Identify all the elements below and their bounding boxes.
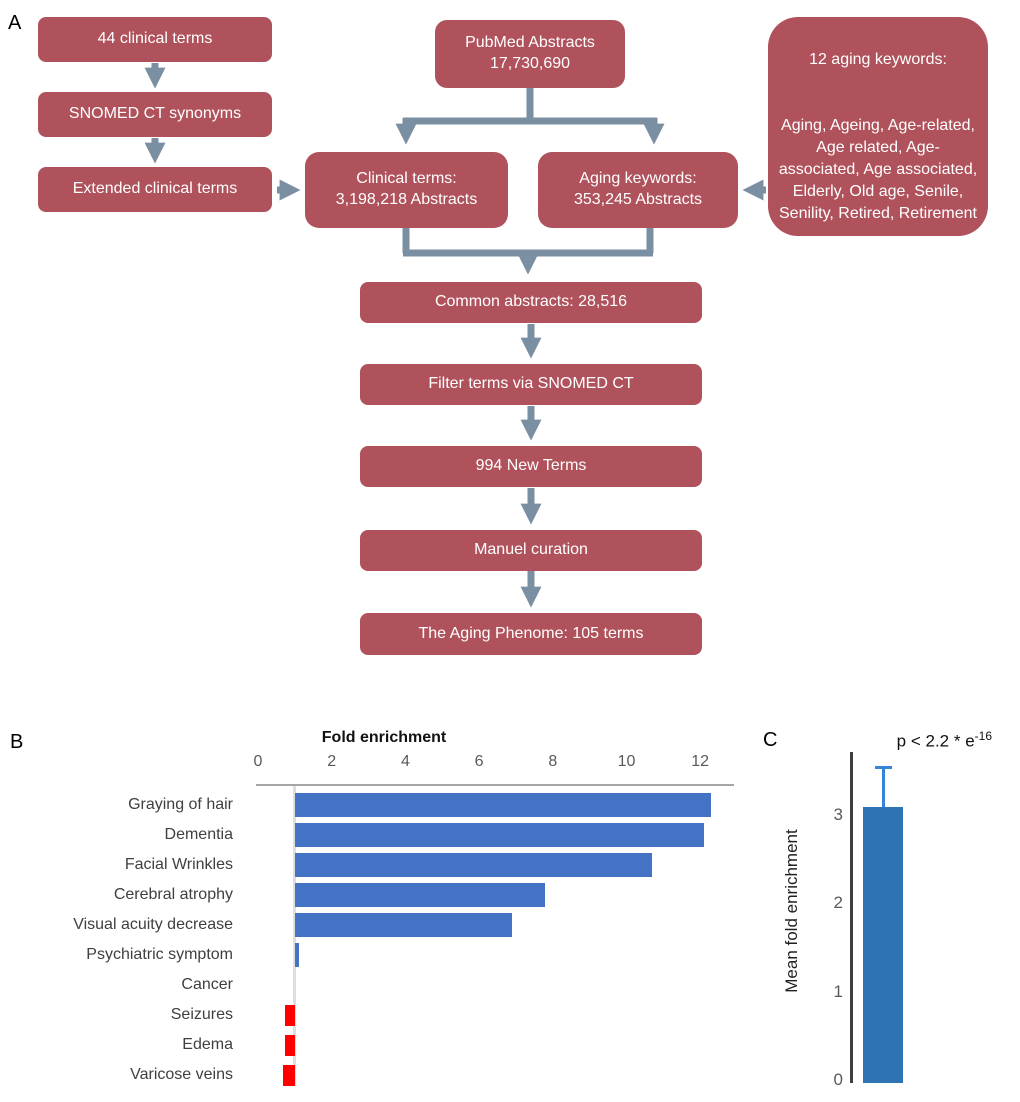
bar-psychiatric-symptom <box>294 943 299 967</box>
y-axis-title: Mean fold enrichment <box>782 829 801 993</box>
flow-box-44-clinical-terms: 44 clinical terms <box>38 17 272 62</box>
x-tick-label: 8 <box>548 753 558 770</box>
panel-b-label: B <box>10 731 24 753</box>
y-tick-label: 2 <box>833 893 843 912</box>
x-tick-label: 12 <box>691 753 710 770</box>
category-label: Edema <box>182 1036 233 1053</box>
flowchart-connectors <box>144 63 766 608</box>
x-tick-label: 10 <box>617 753 636 770</box>
y-tick-label: 0 <box>833 1070 843 1089</box>
bar-graying-of-hair <box>294 793 712 817</box>
category-label: Dementia <box>164 826 233 843</box>
baseline-gridline <box>293 786 296 1086</box>
mean-bar <box>863 806 903 1083</box>
keywords-list-title: 12 aging keywords: <box>809 51 947 68</box>
flow-box-extended-terms: Extended clinical terms <box>38 167 272 212</box>
x-tick-label: 4 <box>400 753 410 770</box>
category-label: Varicose veins <box>130 1066 233 1083</box>
p-value-exponent: -16 <box>974 729 992 743</box>
category-label: Graying of hair <box>128 796 233 813</box>
panel-c-label: C <box>763 729 778 751</box>
flow-box-aging-phenome: The Aging Phenome: 105 terms <box>360 613 702 655</box>
x-tick-label: 6 <box>474 753 484 770</box>
x-axis-line <box>256 784 734 786</box>
p-value-base: p < 2.2 * e <box>896 731 975 751</box>
bar-facial-wrinkles <box>294 853 653 877</box>
y-tick-label: 3 <box>833 804 843 824</box>
x-tick-label: 2 <box>327 753 337 770</box>
flow-box-snomed-synonyms: SNOMED CT synonyms <box>38 92 272 137</box>
flow-box-aging-keywords-list: 12 aging keywords: Aging, Ageing, Age-re… <box>768 17 988 236</box>
flow-box-pubmed-abstracts: PubMed Abstracts 17,730,690 <box>435 20 625 88</box>
flow-box-aging-keywords-abstracts: Aging keywords: 353,245 Abstracts <box>538 152 738 228</box>
category-label: Visual acuity decrease <box>73 916 233 933</box>
error-bar-cap <box>875 765 892 769</box>
category-label: Cancer <box>181 976 233 993</box>
flow-box-filter-terms: Filter terms via SNOMED CT <box>360 364 702 405</box>
bar-visual-acuity-decrease <box>294 913 513 937</box>
bar-dementia <box>294 823 704 847</box>
flow-box-new-terms: 994 New Terms <box>360 446 702 487</box>
bar-edema <box>284 1035 295 1056</box>
panel-a-label: A <box>8 12 22 34</box>
bar-cerebral-atrophy <box>294 883 546 907</box>
bar-seizures <box>284 1005 295 1026</box>
y-axis-line <box>850 752 853 1083</box>
y-tick-label: 1 <box>833 981 843 1001</box>
error-bar-stem <box>882 766 885 807</box>
flow-box-manual-curation: Manuel curation <box>360 530 702 571</box>
x-tick-label: 0 <box>253 753 263 770</box>
x-axis-title: Fold enrichment <box>321 729 447 746</box>
bar-varicose-veins <box>282 1065 295 1086</box>
category-label: Psychiatric symptom <box>86 946 233 963</box>
category-label: Facial Wrinkles <box>124 856 233 873</box>
keywords-list-body: Aging, Ageing, Age-related, Age related,… <box>778 117 978 222</box>
flow-box-common-abstracts: Common abstracts: 28,516 <box>360 282 702 323</box>
flow-box-clinical-terms-abstracts: Clinical terms: 3,198,218 Abstracts <box>305 152 508 228</box>
p-value-annotation: p < 2.2 * e-16 <box>840 729 992 752</box>
category-label: Cerebral atrophy <box>113 886 233 903</box>
category-label: Seizures <box>170 1006 233 1023</box>
